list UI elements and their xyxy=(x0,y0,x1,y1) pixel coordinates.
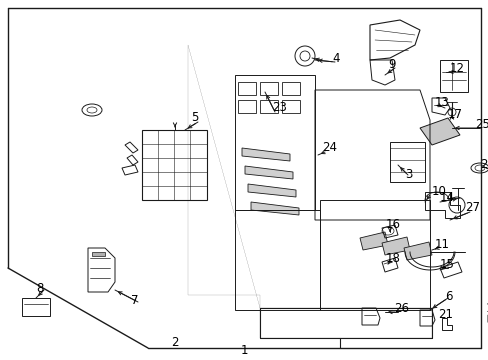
Bar xyxy=(389,142,424,182)
Text: 10: 10 xyxy=(431,185,446,198)
Polygon shape xyxy=(403,242,431,260)
Text: 13: 13 xyxy=(434,95,449,108)
Text: 1: 1 xyxy=(240,343,247,356)
Text: 24: 24 xyxy=(321,141,336,154)
Bar xyxy=(142,130,206,200)
Text: 23: 23 xyxy=(271,102,286,114)
Text: 3: 3 xyxy=(404,168,411,181)
Polygon shape xyxy=(92,252,105,256)
Polygon shape xyxy=(244,166,292,179)
Text: 9: 9 xyxy=(387,58,395,71)
Text: 14: 14 xyxy=(439,192,454,204)
Text: 5: 5 xyxy=(191,112,198,125)
Bar xyxy=(238,82,256,95)
Polygon shape xyxy=(250,202,298,215)
Bar xyxy=(282,82,299,95)
Text: 2: 2 xyxy=(171,336,179,348)
Text: 21: 21 xyxy=(437,309,452,321)
Text: 7: 7 xyxy=(131,293,139,306)
Text: 11: 11 xyxy=(434,238,449,252)
Text: 6: 6 xyxy=(444,289,451,302)
Polygon shape xyxy=(242,148,289,161)
Text: 8: 8 xyxy=(36,282,43,294)
Bar xyxy=(439,60,467,92)
Text: 25: 25 xyxy=(474,118,488,131)
Text: 15: 15 xyxy=(439,258,454,271)
Text: 19: 19 xyxy=(485,301,488,315)
Text: 4: 4 xyxy=(331,51,339,64)
Polygon shape xyxy=(359,232,387,250)
Text: 20: 20 xyxy=(479,158,488,171)
Bar xyxy=(22,298,50,316)
Text: 18: 18 xyxy=(385,252,400,265)
Bar xyxy=(282,100,299,113)
Text: 26: 26 xyxy=(393,301,408,315)
Polygon shape xyxy=(381,237,409,255)
Polygon shape xyxy=(419,118,459,145)
Bar xyxy=(238,100,256,113)
Polygon shape xyxy=(247,184,295,197)
Bar xyxy=(260,100,278,113)
Text: 17: 17 xyxy=(447,108,462,121)
Text: 27: 27 xyxy=(464,202,479,215)
Text: 16: 16 xyxy=(385,219,400,231)
Bar xyxy=(260,82,278,95)
Text: 12: 12 xyxy=(449,62,464,75)
